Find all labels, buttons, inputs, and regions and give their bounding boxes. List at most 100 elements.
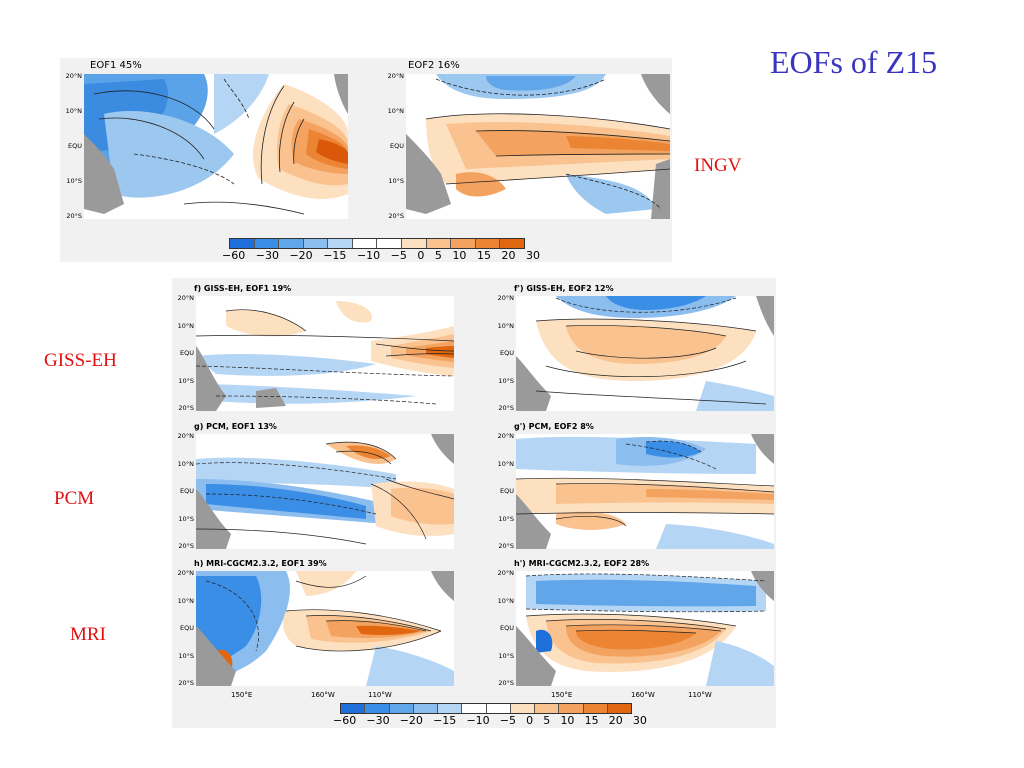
lat-label: 10°S: [498, 514, 514, 523]
colorbar-swatch: [438, 704, 463, 713]
colorbar-tick-label: 20: [501, 249, 516, 262]
colorbar-swatch: [475, 239, 501, 248]
colorbar-tick-label: −10: [466, 714, 490, 727]
model-label-mri: MRI: [70, 624, 106, 645]
colorbar-tick-label: 20: [608, 714, 623, 727]
lat-label: 10°N: [65, 107, 82, 115]
lat-label: EQU: [500, 487, 514, 495]
colorbar-swatch: [426, 239, 452, 248]
colorbar-tick-label: −5: [499, 714, 517, 727]
lat-label: 10°S: [178, 376, 194, 385]
lat-label: 20°S: [178, 679, 194, 687]
eof2-title: EOF2 16%: [408, 60, 460, 71]
panel-g2-title: g') PCM, EOF2 8%: [514, 422, 594, 431]
colorbar-swatch: [486, 704, 511, 713]
colorbar-tick-label: −60: [333, 714, 357, 727]
lat-label: 20°N: [177, 569, 194, 577]
lat-label: 20°S: [66, 212, 82, 220]
lon-label: 160°W: [311, 691, 335, 699]
colorbar-tick-label: −30: [366, 714, 390, 727]
slide-title: EOFs of Z15: [770, 44, 938, 80]
colorbar-tick-label: 5: [543, 714, 551, 727]
colorbar-tick-label: −15: [433, 714, 457, 727]
lon-label: 150°E: [231, 691, 253, 699]
lat-label: 20°N: [497, 294, 514, 302]
lon-label: 160°W: [631, 691, 655, 699]
colorbar-swatch: [402, 239, 427, 248]
lon-label: 110°W: [368, 691, 392, 699]
lat-label: 10°S: [498, 651, 514, 660]
colorbar-swatch: [341, 704, 366, 713]
colorbar-swatch: [510, 704, 535, 713]
colorbar-tick-label: 15: [584, 714, 599, 727]
colorbar-tick-label: −20: [399, 714, 423, 727]
panel-f-title: f) GISS-EH, EOF1 19%: [194, 284, 292, 293]
colorbar-swatch: [279, 239, 304, 248]
colorbar-swatch: [365, 704, 390, 713]
lat-label: EQU: [68, 142, 82, 150]
colorbar-tick-label: 10: [452, 249, 467, 262]
top-colorbar: [229, 238, 525, 249]
lat-label: 10°N: [177, 459, 194, 468]
panel-f2-title: f') GISS-EH, EOF2 12%: [514, 284, 614, 293]
panel-g-title: g) PCM, EOF1 13%: [194, 422, 277, 431]
colorbar-tick-label: −10: [356, 249, 381, 262]
colorbar-swatch: [230, 239, 255, 248]
lon-label: 110°W: [688, 691, 712, 699]
lat-label: 10°N: [387, 107, 404, 115]
lat-label: EQU: [180, 349, 194, 357]
eof1-title: EOF1 45%: [90, 60, 142, 71]
lat-label: 10°S: [66, 177, 82, 185]
lat-label: 20°N: [65, 72, 82, 80]
colorbar-tick-label: 15: [476, 249, 491, 262]
model-label-pcm: PCM: [54, 488, 95, 509]
lat-label: EQU: [500, 624, 514, 632]
colorbar-swatch: [583, 704, 608, 713]
lat-label: 20°N: [177, 294, 194, 302]
top-colorbar-labels: −60 −30 −20 −15 −10 −5 0 5 10 15 20 30: [222, 249, 540, 262]
lat-label: 20°S: [498, 679, 514, 687]
lat-label: 20°N: [177, 432, 194, 440]
lat-label: 20°S: [498, 404, 514, 412]
lat-label: 20°N: [387, 72, 404, 80]
lat-label: 20°N: [497, 569, 514, 577]
lat-label: 10°S: [498, 376, 514, 385]
pcm-eof2-map: [516, 434, 774, 549]
lat-label: 10°N: [497, 321, 514, 330]
bottom-colorbar-labels: −60 −30 −20 −15 −10 −5 0 5 10 15 20 30: [333, 714, 647, 727]
ingv-eof1-map: [84, 74, 348, 219]
colorbar-swatch: [500, 239, 524, 248]
colorbar-tick-label: −60: [222, 249, 246, 262]
lat-label: 20°S: [178, 542, 194, 550]
colorbar-swatch: [559, 704, 584, 713]
lat-label: 20°S: [178, 404, 194, 412]
colorbar-swatch: [328, 239, 353, 248]
colorbar-tick-label: −15: [323, 249, 347, 262]
lat-label: 20°S: [388, 212, 404, 220]
lon-label: 150°E: [551, 691, 573, 699]
colorbar-tick-label: 0: [526, 714, 534, 727]
colorbar-tick-label: 10: [560, 714, 575, 727]
giss-eof1-map: [196, 296, 454, 411]
colorbar-tick-label: 30: [525, 249, 540, 262]
lat-label: EQU: [180, 487, 194, 495]
panel-h-title: h) MRI-CGCM2.3.2, EOF1 39%: [194, 559, 327, 568]
pcm-eof1-map: [196, 434, 454, 549]
lat-label: 10°N: [177, 596, 194, 605]
lat-label: 20°S: [498, 542, 514, 550]
colorbar-tick-label: 0: [417, 249, 425, 262]
colorbar-tick-label: −30: [255, 249, 279, 262]
colorbar-tick-label: 5: [434, 249, 442, 262]
colorbar-swatch: [462, 704, 487, 713]
model-label-giss: GISS-EH: [44, 350, 117, 371]
model-label-ingv: INGV: [694, 155, 742, 176]
colorbar-swatch: [451, 239, 476, 248]
lat-label: 10°S: [178, 514, 194, 523]
lat-label: 10°S: [178, 651, 194, 660]
colorbar-swatch: [352, 239, 378, 248]
mri-eof2-map: [516, 571, 774, 686]
bottom-colorbar: [340, 703, 632, 714]
colorbar-swatch: [303, 239, 329, 248]
colorbar-swatch: [254, 239, 280, 248]
colorbar-swatch: [607, 704, 631, 713]
